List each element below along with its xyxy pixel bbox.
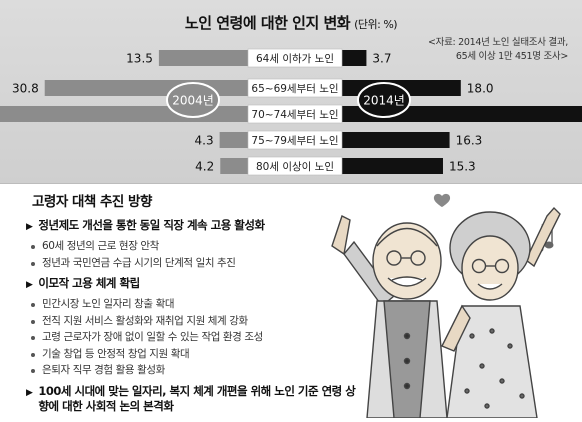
chart-source: <자료: 2014년 노인 실태조사 결과, 65세 이상 1만 451명 조사… bbox=[428, 36, 568, 64]
policy-item-1-4: 은퇴자 직무 경험 활용 활성화 bbox=[26, 362, 356, 379]
value-label-2014-0: 3.7 bbox=[372, 52, 391, 66]
bar-2014-4 bbox=[342, 158, 443, 174]
chart-title: 노인 연령에 대한 인지 변화 (단위: %) bbox=[0, 12, 582, 33]
value-label-2004-0: 13.5 bbox=[126, 52, 153, 66]
legend-2014-badge bbox=[357, 82, 411, 118]
source-line-1: <자료: 2014년 노인 실태조사 결과, bbox=[428, 37, 568, 48]
category-label-0: 64세 이하가 노인 bbox=[256, 52, 334, 65]
category-label-4: 80세 이상이 노인 bbox=[256, 161, 334, 173]
bar-2004-4 bbox=[220, 158, 248, 174]
value-label-2004-3: 4.3 bbox=[195, 134, 214, 148]
legend-2004-badge bbox=[166, 82, 220, 118]
value-label-2004-4: 4.2 bbox=[195, 160, 214, 174]
legend-2014-badge-label: 2014년 bbox=[363, 94, 405, 108]
policy-heading-text: 100세 시대에 맞는 일자리, 복지 체계 개편을 위해 노인 기준 연령 상… bbox=[38, 383, 356, 413]
policy-heading-2: ▶ 100세 시대에 맞는 일자리, 복지 체계 개편을 위해 노인 기준 연령 … bbox=[26, 384, 356, 414]
bar-2004-0 bbox=[158, 50, 248, 66]
policy-heading-text: 이모작 고용 체계 확립 bbox=[38, 276, 140, 290]
triangle-bullet-icon: ▶ bbox=[26, 222, 33, 232]
bar-2014-0 bbox=[342, 50, 367, 66]
grandmother-figure bbox=[441, 206, 561, 418]
policy-title: 고령자 대책 추진 방향 bbox=[32, 194, 152, 210]
policy-section: 고령자 대책 추진 방향 ▶ 정년제도 개선을 통한 동일 직장 계속 고용 활성… bbox=[26, 190, 356, 414]
chart-title-text: 노인 연령에 대한 인지 변화 bbox=[184, 14, 351, 32]
policy-heading-0: ▶ 정년제도 개선을 통한 동일 직장 계속 고용 활성화 bbox=[26, 218, 356, 235]
elderly-couple-illustration bbox=[331, 193, 561, 418]
policy-body: ▶ 정년제도 개선을 통한 동일 직장 계속 고용 활성화 60세 정년의 근로 현… bbox=[26, 218, 356, 414]
chart-unit: (단위: %) bbox=[354, 18, 398, 31]
bar-2004-3 bbox=[219, 132, 248, 148]
policy-item-1-2: 고령 근로자가 장애 없이 일할 수 있는 작업 환경 조성 bbox=[26, 329, 356, 346]
category-box-1 bbox=[247, 78, 343, 98]
value-label-2014-3: 16.3 bbox=[456, 134, 483, 148]
grandfather-figure bbox=[331, 215, 448, 418]
policy-item-1-1: 전직 지원 서비스 활성화와 재취업 지원 체계 강화 bbox=[26, 313, 356, 330]
category-box-3 bbox=[247, 130, 343, 150]
value-label-2004-1: 30.8 bbox=[12, 82, 39, 96]
value-label-2014-4: 15.3 bbox=[449, 160, 476, 174]
category-label-1: 65~69세부터 노인 bbox=[251, 83, 338, 95]
triangle-bullet-icon: ▶ bbox=[26, 280, 33, 290]
category-box-2 bbox=[247, 104, 343, 124]
policy-heading-text: 정년제도 개선을 통한 동일 직장 계속 고용 활성화 bbox=[38, 218, 265, 232]
policy-heading-1: ▶ 이모작 고용 체계 확립 bbox=[26, 276, 356, 293]
bar-2014-3 bbox=[342, 132, 450, 148]
policy-item-1-0: 민간시장 노인 일자리 창출 확대 bbox=[26, 296, 356, 313]
heart-icon bbox=[433, 193, 451, 207]
category-label-3: 75~79세부터 노인 bbox=[251, 135, 338, 147]
policy-item-0-1: 정년과 국민연금 수급 시기의 단계적 일치 추진 bbox=[26, 255, 356, 272]
category-label-2: 70~74세부터 노인 bbox=[251, 109, 338, 121]
policy-bullets-1: 민간시장 노인 일자리 창출 확대 전직 지원 서비스 활성화와 재취업 지원 체… bbox=[26, 296, 356, 379]
policy-item-0-0: 60세 정년의 근로 현장 안착 bbox=[26, 238, 356, 255]
policy-bullets-0: 60세 정년의 근로 현장 안착 정년과 국민연금 수급 시기의 단계적 일치 추… bbox=[26, 238, 356, 271]
category-box-0 bbox=[247, 48, 343, 68]
source-line-2: 65세 이상 1만 451명 조사> bbox=[455, 51, 568, 62]
policy-item-1-3: 기술 창업 등 안정적 창업 지원 확대 bbox=[26, 346, 356, 363]
butterfly-chart: 64세 이하가 노인 13.5 3.7 65~69세부터 노인 30.8 18.0 70~7… bbox=[0, 48, 582, 176]
value-label-2014-1: 18.0 bbox=[467, 82, 494, 96]
legend-2004-badge-label: 2004년 bbox=[172, 94, 214, 108]
triangle-bullet-icon: ▶ bbox=[26, 387, 33, 398]
category-box-4 bbox=[247, 156, 343, 176]
